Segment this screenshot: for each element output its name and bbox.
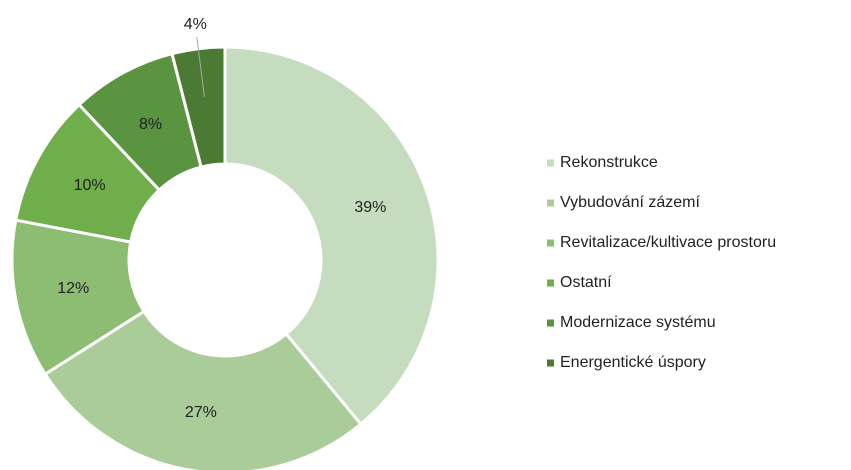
legend-label: Modernizace systému xyxy=(560,314,716,331)
legend-label: Revitalizace/kultivace prostoru xyxy=(560,234,776,251)
data-label: 10% xyxy=(74,177,106,194)
donut-slice xyxy=(43,309,363,470)
leader-line xyxy=(196,36,205,97)
legend-marker xyxy=(547,159,554,167)
donut-slice xyxy=(170,45,227,169)
legend-label: Vybudování zázemí xyxy=(560,194,700,211)
data-label: 4% xyxy=(184,16,207,33)
data-label: 8% xyxy=(139,116,162,133)
legend-label: Ostatní xyxy=(560,274,612,291)
legend-label: Rekonstrukce xyxy=(560,154,658,171)
data-label: 27% xyxy=(185,404,217,421)
legend-marker xyxy=(547,319,554,327)
donut-slice xyxy=(10,218,147,377)
data-label: 12% xyxy=(57,280,89,297)
legend-label: Energentické úspory xyxy=(560,354,706,371)
legend-marker xyxy=(547,239,554,247)
legend-marker xyxy=(547,199,554,207)
legend-marker xyxy=(547,359,554,367)
data-label: 39% xyxy=(354,199,386,216)
donut-slice xyxy=(223,45,440,427)
legend-marker xyxy=(547,279,554,287)
